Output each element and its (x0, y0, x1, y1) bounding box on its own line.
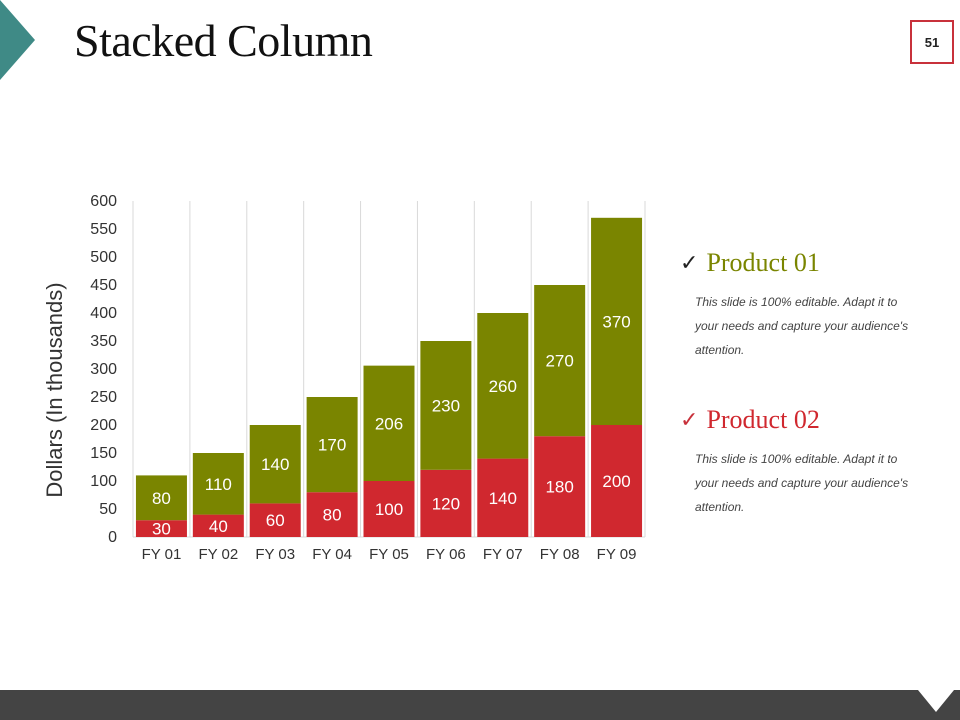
x-tick-label: FY 09 (597, 546, 637, 563)
data-label: 180 (545, 478, 573, 497)
bar-product-01 (363, 365, 415, 481)
x-tick-label: FY 03 (255, 546, 295, 563)
data-label: 80 (152, 489, 171, 508)
bar-product-01 (135, 475, 187, 521)
legend-product-01-title: Product 01 (706, 248, 820, 277)
data-label: 140 (489, 489, 517, 508)
checkmark-icon: ✓ (680, 250, 699, 275)
bar-product-02 (135, 520, 187, 537)
x-tick-label: FY 08 (540, 546, 580, 563)
page-number: 51 (910, 20, 954, 64)
y-tick-label: 300 (90, 361, 117, 378)
x-tick-label: FY 06 (426, 546, 466, 563)
footer-notch-decoration (918, 690, 954, 712)
bar-product-02 (420, 469, 472, 537)
data-label: 60 (266, 511, 285, 530)
x-tick-label: FY 07 (483, 546, 523, 563)
bar-product-02 (249, 503, 301, 537)
bar-product-02 (363, 481, 415, 537)
bar-product-01 (591, 217, 643, 425)
corner-triangle-decoration (0, 0, 35, 80)
data-label: 100 (375, 500, 403, 519)
checkmark-icon: ✓ (680, 407, 699, 432)
bar-product-01 (420, 341, 472, 470)
data-label: 110 (205, 475, 232, 494)
data-label: 200 (602, 472, 630, 491)
bar-product-01 (477, 313, 529, 459)
y-tick-label: 250 (90, 389, 117, 406)
data-label: 270 (545, 352, 573, 371)
data-label: 40 (209, 517, 228, 536)
data-label: 80 (323, 506, 342, 525)
data-label: 370 (602, 312, 630, 331)
y-tick-label: 50 (99, 501, 117, 518)
y-tick-label: 100 (90, 473, 117, 490)
data-label: 30 (152, 520, 171, 539)
bar-product-02 (591, 425, 643, 537)
y-tick-label: 450 (90, 277, 117, 294)
y-tick-label: 500 (90, 249, 117, 266)
x-tick-label: FY 02 (198, 546, 238, 563)
data-label: 140 (261, 455, 289, 474)
bar-product-01 (534, 285, 586, 437)
data-label: 170 (318, 436, 346, 455)
y-tick-label: 600 (90, 193, 117, 210)
y-tick-label: 550 (90, 221, 117, 238)
y-axis-title: Dollars (In thousands) (42, 282, 67, 497)
x-tick-label: FY 04 (312, 546, 352, 563)
x-tick-label: FY 05 (369, 546, 409, 563)
data-label: 206 (375, 414, 403, 433)
slide-title: Stacked Column (74, 15, 373, 66)
y-tick-label: 400 (90, 305, 117, 322)
bar-product-02 (477, 458, 529, 537)
legend-product-01-description: This slide is 100% editable. Adapt it to… (695, 295, 909, 357)
footer-bar (0, 690, 960, 720)
legend-product-01: ✓ Product 01 This slide is 100% editable… (680, 248, 920, 362)
y-tick-label: 150 (90, 445, 117, 462)
y-tick-label: 200 (90, 417, 117, 434)
y-tick-label: 0 (108, 529, 117, 546)
data-label: 230 (432, 396, 460, 415)
y-tick-label: 350 (90, 333, 117, 350)
legend-product-02: ✓ Product 02 This slide is 100% editable… (680, 405, 920, 519)
bar-product-02 (192, 514, 244, 537)
bar-product-02 (534, 436, 586, 537)
bar-product-01 (306, 397, 358, 493)
data-label: 260 (489, 377, 517, 396)
legend-product-02-description: This slide is 100% editable. Adapt it to… (695, 452, 909, 514)
bar-product-01 (249, 425, 301, 504)
legend-product-02-title: Product 02 (706, 405, 820, 434)
data-label: 120 (432, 494, 460, 513)
bar-product-01 (192, 453, 244, 515)
bar-product-02 (306, 492, 358, 537)
x-tick-label: FY 01 (142, 546, 182, 563)
